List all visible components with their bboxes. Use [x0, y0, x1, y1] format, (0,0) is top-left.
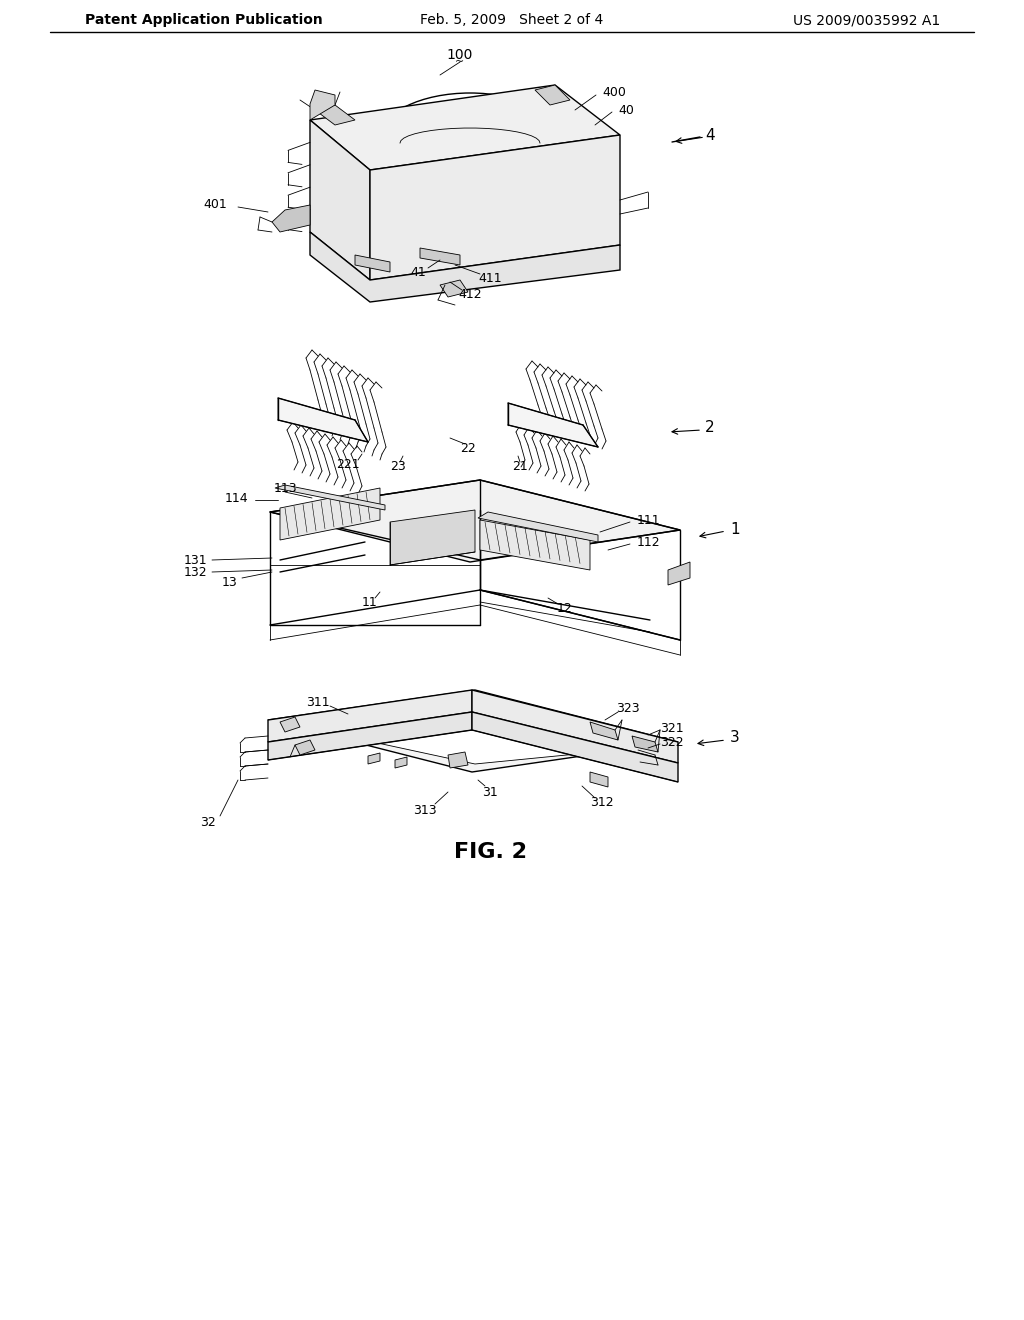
- Polygon shape: [480, 520, 590, 570]
- Polygon shape: [308, 702, 638, 764]
- Text: 313: 313: [414, 804, 437, 817]
- Text: 11: 11: [362, 595, 378, 609]
- Polygon shape: [310, 232, 620, 302]
- Text: 114: 114: [224, 491, 248, 504]
- Polygon shape: [278, 399, 368, 442]
- Polygon shape: [272, 205, 310, 232]
- Polygon shape: [449, 752, 468, 768]
- Polygon shape: [508, 403, 598, 447]
- Polygon shape: [268, 711, 472, 760]
- Polygon shape: [472, 711, 678, 781]
- Polygon shape: [420, 248, 460, 265]
- Polygon shape: [268, 690, 472, 742]
- Polygon shape: [355, 255, 390, 272]
- Text: Patent Application Publication: Patent Application Publication: [85, 13, 323, 26]
- Polygon shape: [390, 510, 475, 565]
- Polygon shape: [275, 484, 385, 510]
- Polygon shape: [395, 756, 407, 768]
- Polygon shape: [535, 84, 570, 106]
- Polygon shape: [478, 512, 598, 543]
- Text: 40: 40: [618, 103, 634, 116]
- Text: 131: 131: [183, 553, 207, 566]
- Text: Feb. 5, 2009   Sheet 2 of 4: Feb. 5, 2009 Sheet 2 of 4: [421, 13, 603, 26]
- Polygon shape: [590, 772, 608, 787]
- Polygon shape: [268, 690, 678, 772]
- Text: 41: 41: [411, 265, 426, 279]
- Text: 321: 321: [660, 722, 684, 734]
- Text: 12: 12: [557, 602, 572, 615]
- Polygon shape: [280, 488, 380, 540]
- Text: 311: 311: [306, 696, 330, 709]
- Text: 13: 13: [222, 576, 238, 589]
- Polygon shape: [270, 480, 680, 562]
- Polygon shape: [310, 120, 370, 280]
- Polygon shape: [370, 135, 620, 280]
- Polygon shape: [668, 562, 690, 585]
- Polygon shape: [632, 737, 658, 752]
- Polygon shape: [590, 722, 618, 741]
- Text: 2: 2: [706, 421, 715, 436]
- Text: 312: 312: [590, 796, 613, 808]
- Polygon shape: [368, 752, 380, 764]
- Text: 112: 112: [636, 536, 659, 549]
- Text: 221: 221: [336, 458, 359, 471]
- Polygon shape: [440, 280, 468, 297]
- Text: 322: 322: [660, 735, 684, 748]
- Text: 4: 4: [706, 128, 715, 143]
- Text: 111: 111: [636, 513, 659, 527]
- Text: 323: 323: [616, 701, 640, 714]
- Text: 3: 3: [730, 730, 740, 746]
- Text: 400: 400: [602, 86, 626, 99]
- Polygon shape: [295, 741, 315, 755]
- Text: 412: 412: [458, 289, 482, 301]
- Text: ~: ~: [456, 57, 465, 67]
- Text: FIG. 2: FIG. 2: [454, 842, 526, 862]
- Text: 100: 100: [446, 48, 473, 62]
- Text: 113: 113: [273, 482, 297, 495]
- Polygon shape: [310, 90, 335, 120]
- Polygon shape: [315, 106, 355, 125]
- Text: 22: 22: [460, 441, 476, 454]
- Text: 401: 401: [203, 198, 227, 211]
- Polygon shape: [472, 690, 678, 763]
- Text: 132: 132: [183, 565, 207, 578]
- Text: 32: 32: [200, 816, 216, 829]
- Text: 31: 31: [482, 785, 498, 799]
- Text: 411: 411: [478, 272, 502, 285]
- Text: 23: 23: [390, 461, 406, 474]
- Text: 21: 21: [512, 461, 528, 474]
- Polygon shape: [310, 84, 620, 170]
- Text: US 2009/0035992 A1: US 2009/0035992 A1: [793, 13, 940, 26]
- Text: 1: 1: [730, 523, 739, 537]
- Polygon shape: [280, 717, 300, 733]
